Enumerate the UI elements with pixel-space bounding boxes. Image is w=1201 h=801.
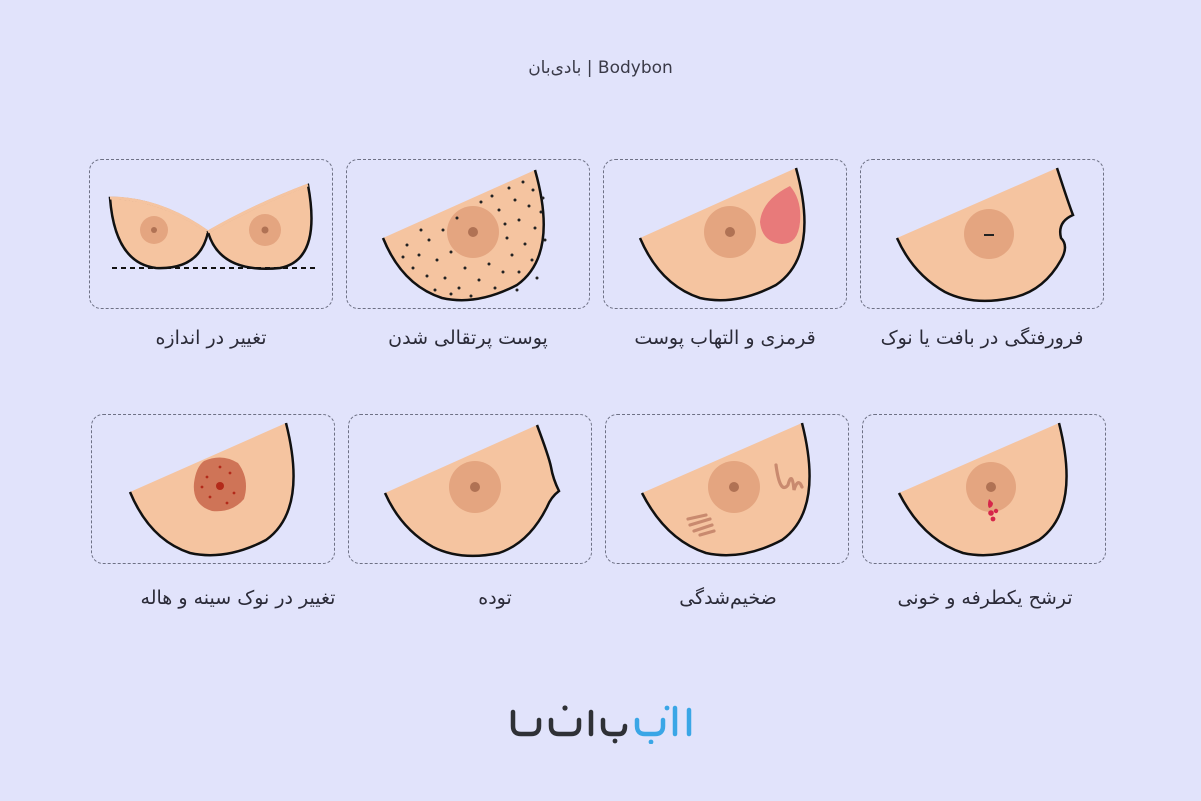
card-thickening [605,414,849,564]
card-label: ضخیم‌شدگی [679,587,777,609]
card-label: تغییر در نوک سینه و هاله [140,587,336,609]
page-title: بادی‌بان | Bodybon [528,58,673,78]
card-discharge [862,414,1106,564]
card-nipple-areola-change [91,414,335,564]
bodybon-logo-icon [505,700,695,745]
card-label: فرورفتگی در بافت یا نوک [880,327,1084,349]
card-retraction [860,159,1104,309]
card-peau-dorange [346,159,590,309]
card-redness [603,159,847,309]
card-label: قرمزی و التهاب پوست [634,327,816,349]
card-size-change [89,159,333,309]
card-label: توده [478,587,512,609]
card-label: تغییر در اندازه [155,327,267,349]
card-label: ترشح یکطرفه و خونی [897,587,1073,609]
card-label: پوست پرتقالی شدن [388,327,548,349]
card-lump [348,414,592,564]
